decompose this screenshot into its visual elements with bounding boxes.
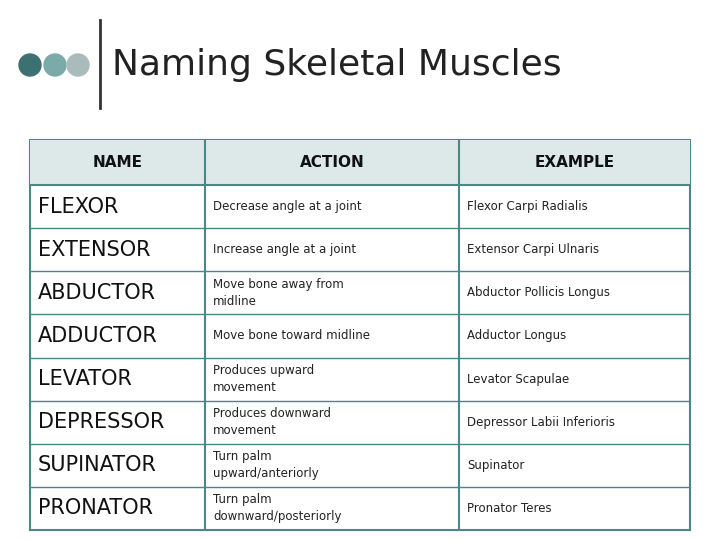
Text: FLEXOR: FLEXOR: [38, 197, 118, 217]
Text: Extensor Carpi Ulnaris: Extensor Carpi Ulnaris: [467, 243, 599, 256]
Text: Turn palm
downward/posteriorly: Turn palm downward/posteriorly: [213, 494, 341, 523]
Text: Produces upward
movement: Produces upward movement: [213, 364, 314, 394]
Text: EXTENSOR: EXTENSOR: [38, 240, 150, 260]
Text: Pronator Teres: Pronator Teres: [467, 502, 552, 515]
Text: SUPINATOR: SUPINATOR: [38, 455, 157, 475]
Text: LEVATOR: LEVATOR: [38, 369, 132, 389]
Text: Decrease angle at a joint: Decrease angle at a joint: [213, 200, 361, 213]
Text: ACTION: ACTION: [300, 155, 364, 170]
Text: Produces downward
movement: Produces downward movement: [213, 407, 331, 437]
Circle shape: [19, 54, 41, 76]
Text: DEPRESSOR: DEPRESSOR: [38, 412, 164, 432]
Text: Levator Scapulae: Levator Scapulae: [467, 373, 570, 386]
Text: Turn palm
upward/anteriorly: Turn palm upward/anteriorly: [213, 450, 319, 480]
Text: Move bone toward midline: Move bone toward midline: [213, 329, 370, 342]
Bar: [30, 140, 690, 185]
Text: Move bone away from
midline: Move bone away from midline: [213, 278, 343, 308]
Text: Increase angle at a joint: Increase angle at a joint: [213, 243, 356, 256]
Text: NAME: NAME: [92, 155, 143, 170]
Text: Naming Skeletal Muscles: Naming Skeletal Muscles: [112, 48, 562, 82]
Bar: [30, 140, 690, 530]
Text: Supinator: Supinator: [467, 459, 524, 472]
Text: ABDUCTOR: ABDUCTOR: [38, 283, 156, 303]
Text: PRONATOR: PRONATOR: [38, 498, 153, 518]
Text: Abductor Pollicis Longus: Abductor Pollicis Longus: [467, 286, 610, 299]
Circle shape: [67, 54, 89, 76]
Circle shape: [44, 54, 66, 76]
Text: Adductor Longus: Adductor Longus: [467, 329, 566, 342]
Text: Flexor Carpi Radialis: Flexor Carpi Radialis: [467, 200, 588, 213]
Text: EXAMPLE: EXAMPLE: [534, 155, 615, 170]
Text: ADDUCTOR: ADDUCTOR: [38, 326, 158, 346]
Text: Depressor Labii Inferioris: Depressor Labii Inferioris: [467, 416, 615, 429]
